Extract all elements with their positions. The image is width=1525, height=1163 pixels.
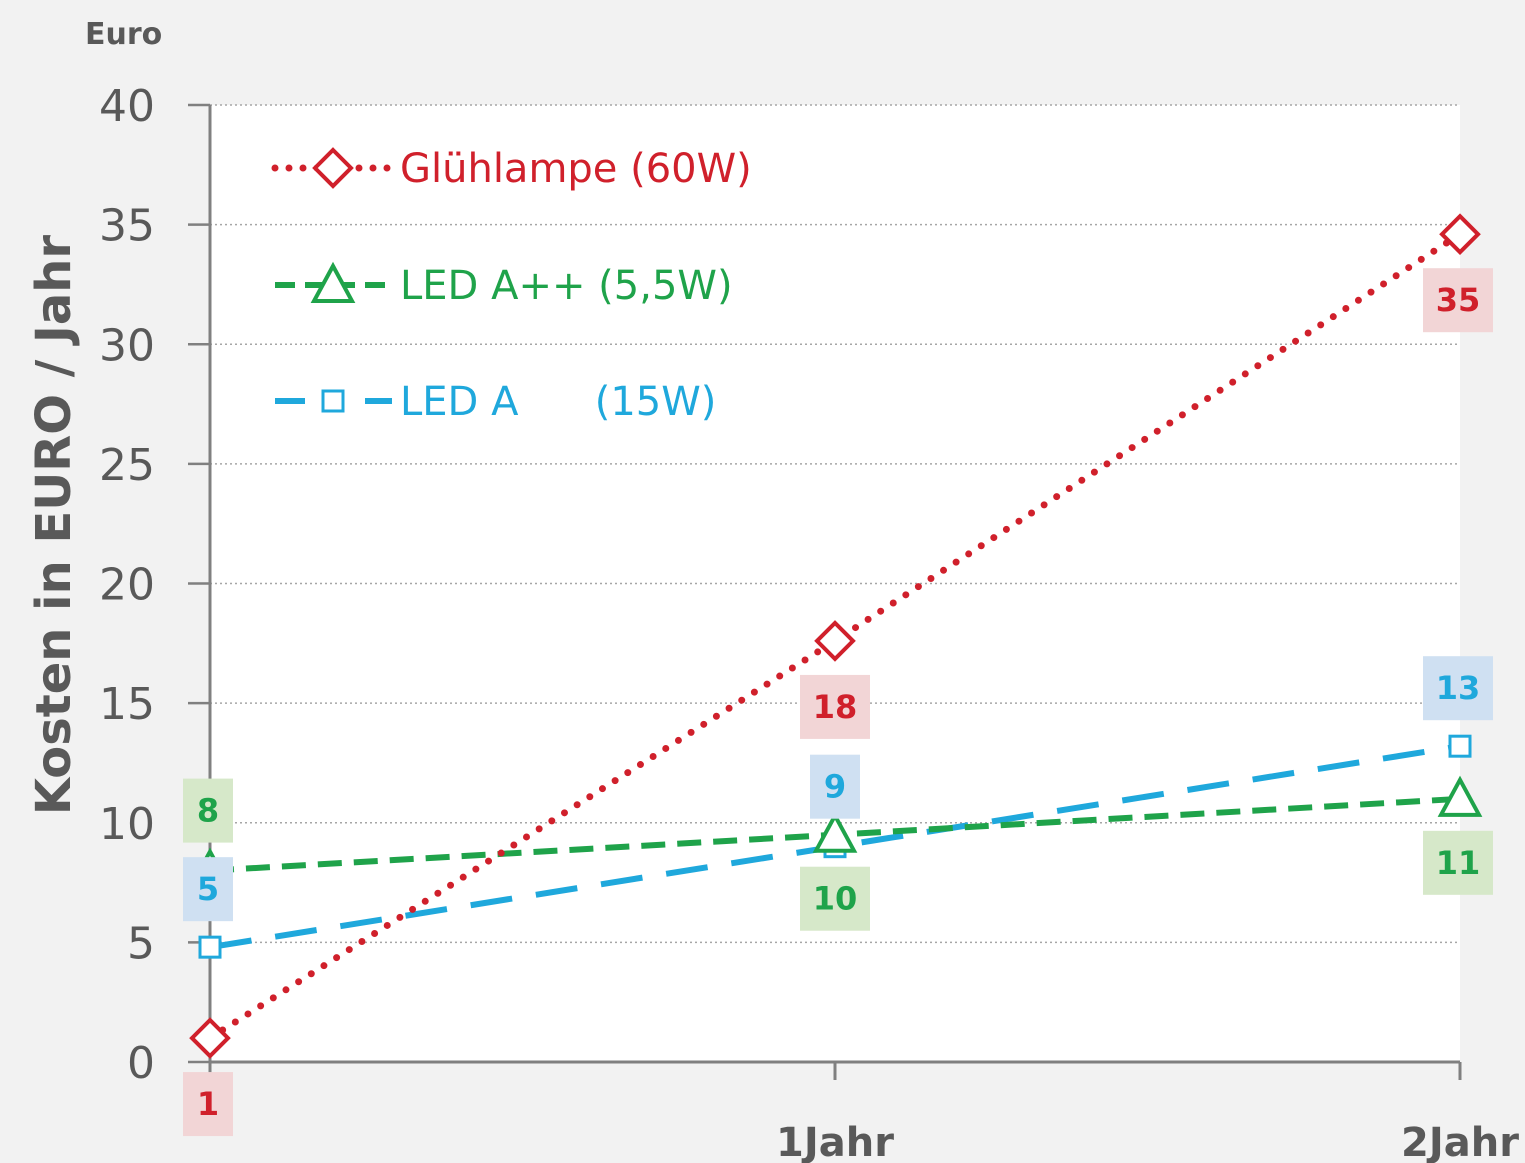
data-label: 18 (813, 688, 858, 726)
data-label-box (1423, 656, 1493, 721)
data-label-box (1423, 830, 1493, 895)
data-label-box (800, 866, 870, 931)
x-tick-labels: 1Jahr 2Jahr (776, 1120, 1519, 1163)
data-label-box (1423, 268, 1493, 333)
y-tick-label: 35 (99, 201, 155, 252)
triangle-marker (1437, 775, 1483, 817)
unit-label: Euro (85, 17, 162, 52)
triangle-marker (812, 811, 858, 853)
legend-label: Glühlampe (60W) (400, 146, 752, 192)
x-tick-label: 1Jahr (776, 1120, 894, 1163)
y-tick-label: 25 (99, 440, 155, 491)
x-tick-label: 2Jahr (1401, 1120, 1519, 1163)
data-label: 35 (1436, 281, 1481, 319)
data-label-box (810, 754, 860, 819)
diamond-marker (814, 620, 856, 662)
legend-item: Glühlampe (60W) (271, 146, 752, 192)
data-label-box (800, 674, 870, 739)
y-tick-label: 30 (99, 320, 155, 371)
y-axis-label: Kosten in EURO / Jahr (26, 235, 82, 816)
series-group (187, 213, 1483, 1059)
data-label: 11 (1436, 844, 1481, 882)
y-tick-labels: 0 5 10 15 20 25 30 35 40 (99, 81, 155, 1089)
legend: Glühlampe (60W) LED A++ (5,5W) LED A (15W) (271, 146, 752, 425)
data-label: 1 (197, 1085, 219, 1123)
y-tick-label: 15 (99, 679, 155, 730)
square-marker (198, 935, 222, 959)
y-tick-label: 0 (127, 1038, 155, 1089)
diamond-marker (312, 147, 354, 189)
data-label-box (183, 778, 233, 843)
data-label: 9 (824, 768, 846, 806)
diamond-marker (189, 1017, 231, 1059)
data-label-box (183, 857, 233, 922)
legend-item: LED A (15W) (275, 379, 716, 425)
data-label-box (183, 1072, 233, 1137)
legend-label: LED A++ (5,5W) (400, 263, 733, 309)
y-tick-label: 20 (99, 560, 155, 611)
data-label: 10 (813, 880, 858, 918)
triangle-marker (310, 261, 356, 303)
square-marker (1448, 734, 1472, 758)
data-label: 13 (1436, 669, 1481, 707)
y-tick-label: 10 (99, 799, 155, 850)
data-label: 5 (197, 870, 219, 908)
y-tick-label: 40 (99, 81, 155, 132)
legend-item: LED A++ (5,5W) (275, 261, 733, 309)
legend-label: LED A (15W) (400, 379, 716, 425)
square-marker (321, 389, 345, 413)
data-label: 8 (197, 792, 219, 830)
y-tick-label: 5 (127, 918, 155, 969)
data-labels: 1 18 35 8 10 11 5 9 13 (183, 268, 1493, 1137)
diamond-marker (1439, 213, 1481, 256)
